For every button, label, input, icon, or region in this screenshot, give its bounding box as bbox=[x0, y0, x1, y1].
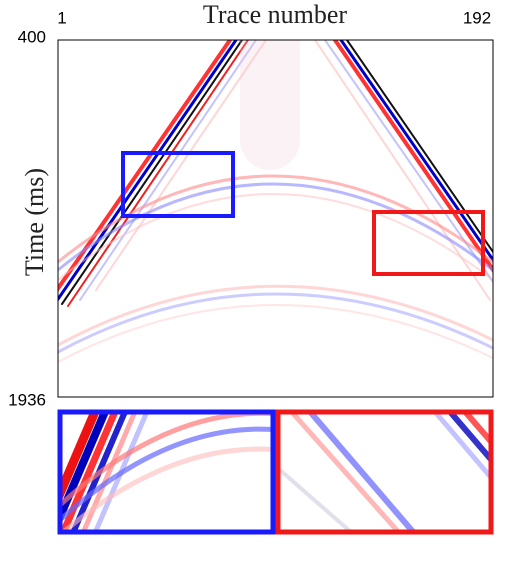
x-tick-label: 1 bbox=[57, 8, 66, 27]
zoom-inset-red bbox=[275, 409, 494, 535]
zoom-inset-blue bbox=[57, 409, 276, 535]
plot-frame bbox=[57, 39, 494, 398]
highlight-box-red bbox=[372, 210, 485, 276]
y-axis-title: Time (ms) bbox=[20, 168, 49, 276]
seismic-image bbox=[58, 40, 493, 397]
y-tick-label: 400 bbox=[18, 27, 46, 46]
y-tick-label: 1936 bbox=[8, 390, 46, 409]
x-axis-title: Trace number bbox=[203, 0, 348, 29]
x-tick-label: 192 bbox=[463, 8, 491, 27]
highlight-box-blue bbox=[121, 151, 235, 218]
